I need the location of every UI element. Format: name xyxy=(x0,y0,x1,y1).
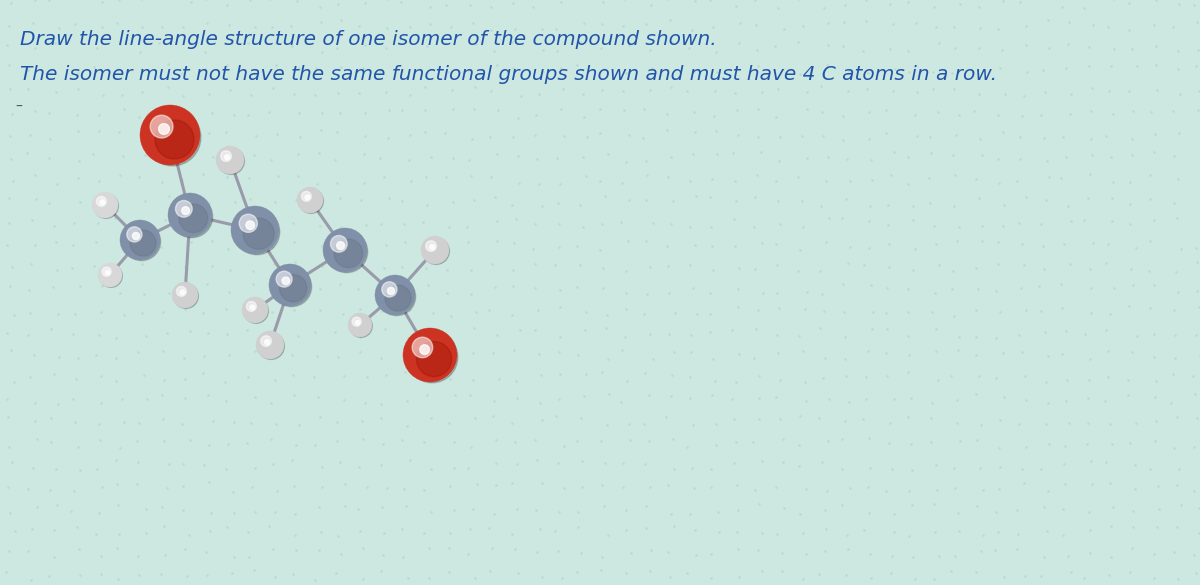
Circle shape xyxy=(239,214,257,232)
Circle shape xyxy=(224,154,229,160)
Circle shape xyxy=(388,287,395,295)
Circle shape xyxy=(403,328,457,382)
Circle shape xyxy=(170,196,212,238)
Circle shape xyxy=(100,264,122,287)
Circle shape xyxy=(330,236,347,252)
Circle shape xyxy=(299,189,323,214)
Text: Draw the line-angle structure of one isomer of the compound shown.: Draw the line-angle structure of one iso… xyxy=(20,30,716,49)
Circle shape xyxy=(323,228,367,272)
Circle shape xyxy=(382,282,397,297)
Circle shape xyxy=(230,206,278,254)
Circle shape xyxy=(298,187,323,213)
Circle shape xyxy=(258,333,284,359)
Circle shape xyxy=(172,282,198,308)
Circle shape xyxy=(127,227,142,242)
Circle shape xyxy=(130,230,156,256)
Circle shape xyxy=(412,337,433,357)
Circle shape xyxy=(265,340,270,345)
Circle shape xyxy=(155,120,194,159)
Circle shape xyxy=(276,271,292,287)
Circle shape xyxy=(280,274,307,302)
Circle shape xyxy=(132,232,139,240)
Circle shape xyxy=(94,194,119,218)
Text: –: – xyxy=(14,100,22,114)
Circle shape xyxy=(98,263,122,287)
Circle shape xyxy=(334,239,362,267)
Circle shape xyxy=(422,238,450,264)
Circle shape xyxy=(140,105,200,165)
Circle shape xyxy=(242,218,274,249)
Circle shape xyxy=(374,275,415,315)
Circle shape xyxy=(337,242,344,250)
Circle shape xyxy=(92,192,118,218)
Circle shape xyxy=(100,200,104,205)
Circle shape xyxy=(175,201,192,217)
Circle shape xyxy=(260,336,271,346)
Circle shape xyxy=(150,115,173,138)
Circle shape xyxy=(246,301,257,311)
Circle shape xyxy=(378,278,415,315)
Circle shape xyxy=(122,223,161,260)
Circle shape xyxy=(352,317,361,326)
Circle shape xyxy=(348,313,372,337)
Circle shape xyxy=(271,267,312,307)
Circle shape xyxy=(349,315,372,338)
Circle shape xyxy=(174,284,198,308)
Circle shape xyxy=(242,297,268,323)
Circle shape xyxy=(416,342,451,377)
Circle shape xyxy=(179,204,208,233)
Circle shape xyxy=(420,345,430,355)
Circle shape xyxy=(305,195,310,199)
Circle shape xyxy=(180,290,185,295)
Circle shape xyxy=(430,245,434,250)
Circle shape xyxy=(221,151,232,161)
Circle shape xyxy=(326,231,367,273)
Circle shape xyxy=(246,221,254,229)
Circle shape xyxy=(269,264,311,306)
Circle shape xyxy=(244,299,269,324)
Circle shape xyxy=(96,197,107,207)
Circle shape xyxy=(407,332,458,383)
Circle shape xyxy=(102,267,112,276)
Circle shape xyxy=(282,277,289,284)
Circle shape xyxy=(168,193,212,237)
Circle shape xyxy=(218,148,245,174)
Circle shape xyxy=(216,146,244,174)
Circle shape xyxy=(234,209,280,254)
Circle shape xyxy=(355,321,360,325)
Circle shape xyxy=(426,241,437,252)
Circle shape xyxy=(181,207,190,215)
Circle shape xyxy=(421,236,449,264)
Circle shape xyxy=(158,123,169,135)
Circle shape xyxy=(176,287,186,296)
Circle shape xyxy=(250,305,254,309)
Circle shape xyxy=(144,109,200,166)
Circle shape xyxy=(120,220,160,260)
Text: The isomer must not have the same functional groups shown and must have 4 C atom: The isomer must not have the same functi… xyxy=(20,65,997,84)
Circle shape xyxy=(385,285,410,311)
Circle shape xyxy=(106,270,109,275)
Circle shape xyxy=(256,331,284,359)
Circle shape xyxy=(301,191,311,201)
